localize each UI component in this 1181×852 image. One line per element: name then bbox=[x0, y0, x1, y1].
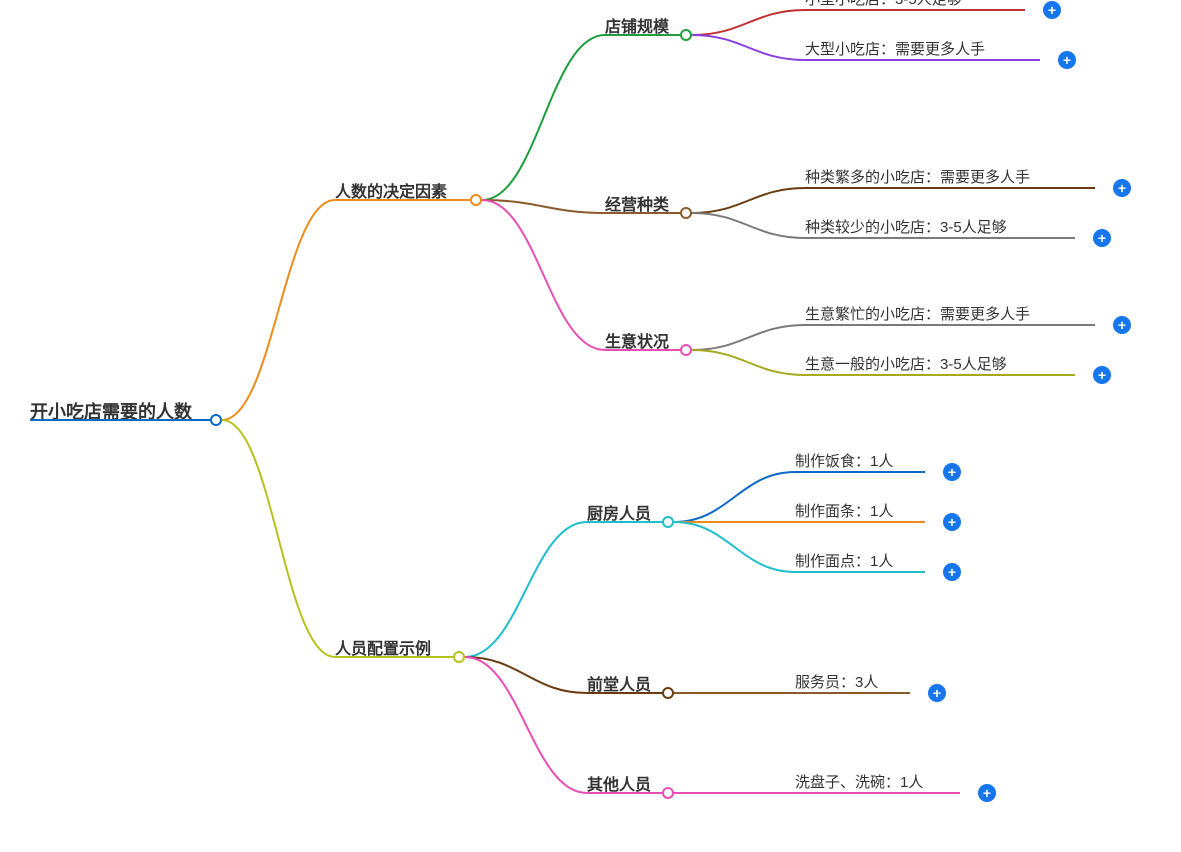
node-label-b2a[interactable]: 服务员：3人 bbox=[795, 671, 878, 692]
node-underline bbox=[805, 9, 1025, 11]
node-label-a1a[interactable]: 小型小吃店：3-5人足够 bbox=[805, 0, 962, 9]
node-underline bbox=[30, 419, 210, 421]
mindmap-edges bbox=[0, 0, 1181, 852]
node-label-a2a[interactable]: 种类繁多的小吃店：需要更多人手 bbox=[805, 166, 1030, 187]
add-child-button[interactable]: + bbox=[978, 784, 996, 802]
branch-circle[interactable] bbox=[662, 687, 674, 699]
node-underline bbox=[795, 571, 925, 573]
node-underline bbox=[795, 471, 925, 473]
mindmap-edge bbox=[674, 522, 795, 572]
add-child-button[interactable]: + bbox=[943, 513, 961, 531]
node-underline bbox=[605, 349, 680, 351]
add-child-button[interactable]: + bbox=[1113, 179, 1131, 197]
add-child-button[interactable]: + bbox=[1093, 229, 1111, 247]
node-underline bbox=[335, 199, 470, 201]
branch-circle[interactable] bbox=[680, 29, 692, 41]
mindmap-edge bbox=[692, 35, 805, 60]
node-underline bbox=[335, 656, 453, 658]
mindmap-edge bbox=[465, 522, 587, 657]
node-label-b3a[interactable]: 洗盘子、洗碗：1人 bbox=[795, 771, 923, 792]
mindmap-edge bbox=[222, 420, 335, 657]
mindmap-edge bbox=[692, 188, 805, 213]
node-underline bbox=[587, 692, 662, 694]
mindmap-edge bbox=[674, 472, 795, 522]
add-child-button[interactable]: + bbox=[928, 684, 946, 702]
branch-circle[interactable] bbox=[680, 344, 692, 356]
node-underline bbox=[805, 374, 1075, 376]
add-child-button[interactable]: + bbox=[1043, 1, 1061, 19]
branch-circle[interactable] bbox=[210, 414, 222, 426]
mindmap-edge bbox=[482, 35, 605, 200]
node-underline bbox=[805, 237, 1075, 239]
node-underline bbox=[795, 692, 910, 694]
node-underline bbox=[805, 59, 1040, 61]
node-label-a3b[interactable]: 生意一般的小吃店：3-5人足够 bbox=[805, 353, 1007, 374]
branch-circle[interactable] bbox=[662, 516, 674, 528]
mindmap-edge bbox=[692, 325, 805, 350]
node-label-a2b[interactable]: 种类较少的小吃店：3-5人足够 bbox=[805, 216, 1007, 237]
mindmap-edge bbox=[692, 350, 805, 375]
mindmap-edge bbox=[465, 657, 587, 793]
mindmap-edge bbox=[692, 10, 805, 35]
branch-circle[interactable] bbox=[453, 651, 465, 663]
node-underline bbox=[605, 34, 680, 36]
add-child-button[interactable]: + bbox=[943, 463, 961, 481]
node-label-a3a[interactable]: 生意繁忙的小吃店：需要更多人手 bbox=[805, 303, 1030, 324]
add-child-button[interactable]: + bbox=[943, 563, 961, 581]
add-child-button[interactable]: + bbox=[1058, 51, 1076, 69]
node-label-b1b[interactable]: 制作面条：1人 bbox=[795, 500, 893, 521]
node-underline bbox=[605, 212, 680, 214]
node-label-a1b[interactable]: 大型小吃店：需要更多人手 bbox=[805, 38, 985, 59]
node-underline bbox=[587, 792, 662, 794]
add-child-button[interactable]: + bbox=[1113, 316, 1131, 334]
branch-circle[interactable] bbox=[470, 194, 482, 206]
add-child-button[interactable]: + bbox=[1093, 366, 1111, 384]
node-underline bbox=[587, 521, 662, 523]
node-underline bbox=[805, 324, 1095, 326]
node-label-b1a[interactable]: 制作饭食：1人 bbox=[795, 450, 893, 471]
node-underline bbox=[795, 521, 925, 523]
node-underline bbox=[805, 187, 1095, 189]
branch-circle[interactable] bbox=[662, 787, 674, 799]
node-underline bbox=[795, 792, 960, 794]
mindmap-edge bbox=[222, 200, 335, 420]
mindmap-edge bbox=[692, 213, 805, 238]
branch-circle[interactable] bbox=[680, 207, 692, 219]
mindmap-edge bbox=[482, 200, 605, 350]
node-label-b1c[interactable]: 制作面点：1人 bbox=[795, 550, 893, 571]
